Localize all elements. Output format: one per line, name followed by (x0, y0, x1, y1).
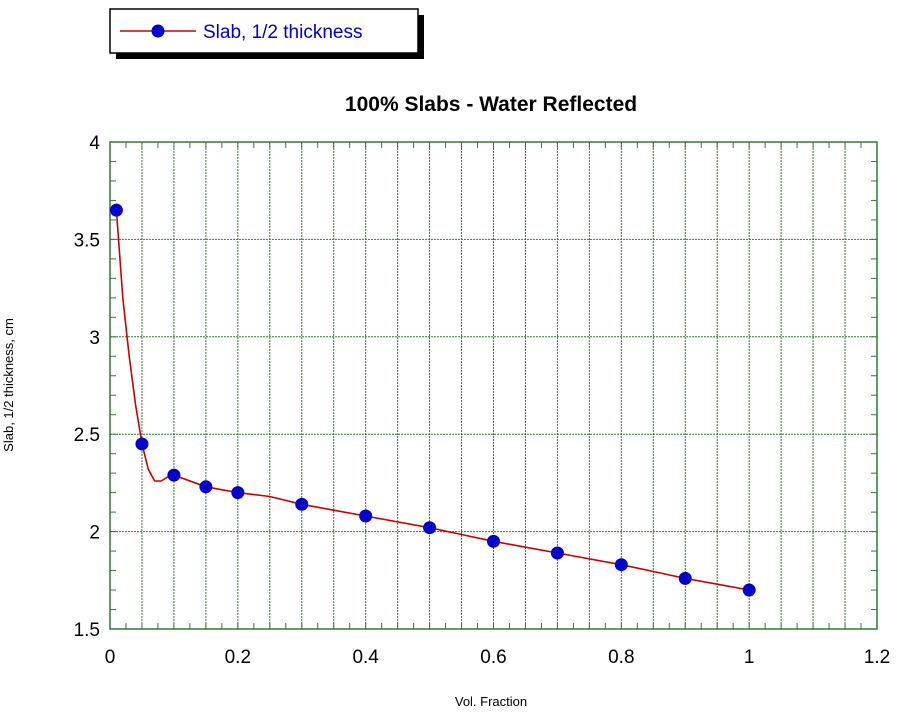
chart-title: 100% Slabs - Water Reflected (345, 93, 637, 116)
y-tick-label: 2.5 (74, 425, 100, 446)
grid (110, 142, 877, 629)
y-tick-label: 4 (89, 133, 100, 154)
data-point (199, 480, 213, 494)
legend-marker (151, 24, 165, 38)
x-tick-label: 0.4 (352, 647, 379, 668)
data-point (231, 486, 245, 500)
data-point (487, 534, 500, 548)
y-tick-labels: 1.5 2 2.5 3 3.5 4 (74, 133, 101, 641)
data-point (614, 558, 628, 572)
x-axis-title: Vol. Fraction (455, 694, 527, 709)
y-tick-label: 3 (89, 328, 100, 349)
data-point (742, 583, 756, 597)
minor-ticks (109, 141, 878, 630)
x-tick-label: 1.2 (864, 647, 890, 668)
data-point (135, 437, 149, 451)
series-line (115, 210, 750, 591)
data-point (550, 546, 564, 560)
x-tick-label: 0.6 (480, 647, 506, 668)
data-point (109, 203, 123, 217)
y-tick-label: 1.5 (74, 620, 100, 641)
x-tick-labels: 0 0.2 0.4 0.6 0.8 1 1.2 (105, 647, 891, 668)
legend-label: Slab, 1/2 thickness (203, 22, 362, 43)
x-tick-label: 0.8 (608, 647, 634, 668)
data-point (359, 509, 373, 523)
y-tick-label: 2 (89, 523, 100, 544)
x-tick-label: 0.2 (225, 647, 251, 668)
x-tick-label: 0 (105, 647, 116, 668)
y-tick-label: 3.5 (74, 230, 100, 251)
y-axis-title: Slab, 1/2 thickness, cm (1, 318, 16, 452)
data-point (423, 521, 437, 535)
x-tick-label: 1 (744, 647, 755, 668)
data-point (167, 468, 181, 482)
data-point (678, 571, 692, 585)
series-points (109, 203, 756, 597)
legend: Slab, 1/2 thickness (109, 8, 424, 59)
plot-frame (109, 141, 878, 630)
data-point (295, 497, 309, 511)
